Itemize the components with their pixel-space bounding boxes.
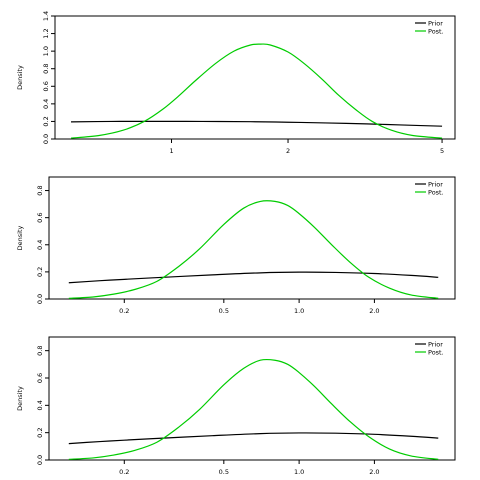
y-tick-label: 0.6	[36, 212, 44, 222]
y-tick-label: 0.4	[36, 240, 44, 250]
x-tick-label: 1	[169, 147, 173, 155]
y-tick-label: 0.0	[42, 134, 50, 144]
y-tick-label: 0.8	[42, 64, 50, 74]
series-line-post	[68, 200, 439, 299]
legend-label: Post.	[428, 348, 444, 356]
y-tick-label: 0.8	[36, 345, 44, 355]
y-tick-label: 1.4	[42, 11, 50, 21]
y-axis-label: Density	[16, 225, 24, 250]
legend-label: Prior	[428, 19, 443, 27]
series-line-prior	[68, 271, 439, 284]
y-tick-label: 0.0	[36, 455, 44, 465]
x-tick-label: 2.0	[369, 307, 379, 315]
legend-label: Prior	[428, 340, 443, 348]
x-tick-label: 1.0	[294, 307, 304, 315]
panel-2: 0.0 0.2 0.4 0.6 0.8 0.2 0.5 1.0 2.0 Density PriorP…	[16, 176, 456, 315]
series-line-post	[70, 43, 443, 139]
series-line-prior	[71, 120, 443, 127]
y-tick-label: 0.8	[36, 185, 44, 195]
x-tick-label: 0.2	[119, 307, 129, 315]
y-tick-label: 0.2	[36, 427, 44, 437]
y-tick-label: 0.4	[36, 400, 44, 410]
y-tick-label: 0.2	[42, 116, 50, 126]
x-tick-label: 0.2	[119, 468, 129, 476]
plot-frame	[48, 336, 456, 461]
y-tick-label: 1.0	[42, 46, 50, 56]
x-tick-label: 2.0	[369, 468, 379, 476]
x-tick-label: 2	[286, 147, 290, 155]
plot-frame	[54, 15, 456, 140]
y-axis-label: Density	[16, 65, 24, 90]
x-tick-label: 1.0	[294, 468, 304, 476]
series-line-post	[68, 358, 439, 460]
plot-frame	[48, 176, 456, 300]
legend-label: Post.	[428, 188, 444, 196]
y-tick-label: 0.6	[42, 81, 50, 91]
y-tick-label: 0.0	[36, 294, 44, 304]
y-tick-label: 0.6	[36, 373, 44, 383]
x-tick-label: 0.5	[219, 307, 229, 315]
x-tick-label: 0.5	[219, 468, 229, 476]
legend-label: Post.	[428, 27, 444, 35]
y-tick-label: 0.4	[42, 99, 50, 109]
series-line-prior	[68, 432, 439, 445]
panel-3: 0.0 0.2 0.4 0.6 0.8 0.2 0.5 1.0 2.0 Density PriorP…	[16, 336, 456, 476]
y-tick-label: 1.2	[42, 28, 50, 38]
x-tick-label: 5	[440, 147, 444, 155]
y-tick-label: 0.2	[36, 267, 44, 277]
y-axis-label: Density	[16, 386, 24, 411]
legend-label: Prior	[428, 180, 443, 188]
panel-1: 0.0 0.2 0.4 0.6 0.8 1.0 1.2 1.4 1 2 5 Density PriorP…	[16, 11, 456, 155]
